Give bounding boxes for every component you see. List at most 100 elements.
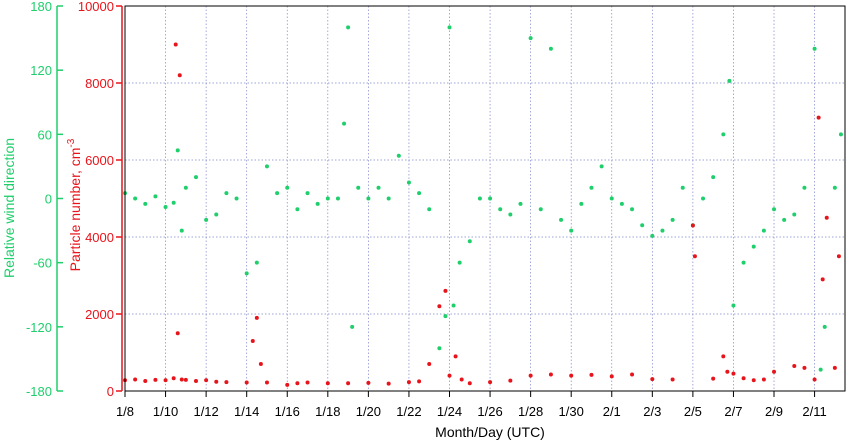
particle-number-point	[177, 73, 182, 78]
particle-number-point	[437, 304, 442, 309]
particle-number-point	[792, 363, 797, 368]
particle-number-point	[508, 378, 513, 383]
particle-number-point	[447, 373, 452, 378]
wind-direction-point	[818, 367, 823, 372]
wind-direction-point	[244, 271, 249, 276]
particle-number-point	[772, 369, 777, 374]
particle-number-point	[832, 365, 837, 370]
left-axis-tick-label: -180	[26, 384, 52, 399]
right-axis-tick-label: 10000	[78, 0, 114, 14]
particle-number-point	[285, 382, 290, 387]
particle-number-point	[133, 377, 138, 382]
wind-direction-point	[396, 153, 401, 158]
wind-direction-point	[832, 185, 837, 190]
particle-number-point	[173, 42, 178, 47]
particle-number-point	[609, 374, 614, 379]
particle-number-point	[325, 381, 330, 386]
particle-number-point	[836, 254, 841, 259]
particle-number-point	[163, 378, 168, 383]
particle-number-point	[366, 380, 371, 385]
wind-direction-point	[812, 46, 817, 51]
particle-number-point	[670, 377, 675, 382]
wind-direction-series	[123, 25, 843, 372]
wind-direction-point	[822, 324, 827, 329]
particle-number-point	[305, 380, 310, 385]
particle-number-point	[453, 354, 458, 359]
wind-direction-point	[417, 191, 422, 196]
wind-direction-point	[315, 201, 320, 206]
particle-number-point	[143, 378, 148, 383]
x-axis-tick-label: 2/11	[802, 404, 826, 419]
wind-direction-point	[518, 201, 523, 206]
wind-direction-point	[179, 228, 184, 233]
particle-number-point	[179, 377, 184, 382]
wind-direction-point	[508, 212, 513, 217]
x-axis-tick-label: 1/14	[234, 404, 259, 419]
right-axis-tick-label: 4000	[85, 230, 114, 245]
left-axis-tick-label: 0	[45, 192, 52, 207]
left-axis-ticks: -180 -120 -60 0 60 120 180	[26, 0, 63, 399]
wind-direction-point	[467, 239, 472, 244]
particle-number-point	[630, 372, 635, 377]
wind-direction-point	[670, 217, 675, 222]
wind-direction-point	[451, 303, 456, 308]
wind-direction-point	[680, 185, 685, 190]
particle-number-point	[711, 376, 716, 381]
wind-direction-point	[447, 25, 452, 30]
wind-direction-point	[175, 148, 180, 153]
particle-number-point	[751, 378, 756, 383]
x-axis-tick-label: 1/20	[356, 404, 381, 419]
wind-direction-point	[183, 185, 188, 190]
right-axis-tick-label: 0	[107, 384, 114, 399]
left-axis-tick-label: 60	[38, 127, 52, 142]
particle-number-point	[153, 377, 158, 382]
particle-number-point	[224, 380, 229, 385]
x-axis-tick-label: 2/1	[603, 404, 621, 419]
particle-number-point	[417, 379, 422, 384]
wind-direction-point	[342, 121, 347, 126]
wind-direction-point	[731, 303, 736, 308]
x-axis-tick-label: 1/18	[315, 404, 340, 419]
particle-number-point	[244, 380, 249, 385]
particle-number-point	[204, 378, 209, 383]
particle-number-point	[741, 376, 746, 381]
wind-direction-point	[599, 164, 604, 169]
wind-direction-point	[285, 185, 290, 190]
particle-number-point	[731, 371, 736, 376]
wind-direction-point	[153, 194, 158, 199]
wind-direction-point	[741, 260, 746, 265]
x-axis-tick-label: 2/5	[684, 404, 702, 419]
wind-direction-point	[356, 185, 361, 190]
x-axis-label: Month/Day (UTC)	[435, 424, 545, 440]
x-axis-tick-label: 2/3	[643, 404, 661, 419]
wind-direction-point	[640, 223, 645, 228]
wind-direction-point	[772, 207, 777, 212]
particle-number-point	[824, 215, 829, 220]
left-axis-label: Relative wind direction	[1, 138, 17, 278]
x-axis-tick-label: 1/8	[116, 404, 134, 419]
left-axis-tick-label: 180	[30, 0, 52, 14]
left-axis-tick-label: -120	[26, 320, 52, 335]
wind-direction-point	[427, 207, 432, 212]
wind-direction-point	[548, 46, 553, 51]
wind-direction-point	[802, 185, 807, 190]
wind-direction-point	[305, 191, 310, 196]
wind-direction-point	[751, 244, 756, 249]
left-axis-tick-label: 120	[30, 63, 52, 78]
wind-direction-point	[528, 36, 533, 41]
wind-direction-point	[275, 191, 280, 196]
particle-number-point	[250, 338, 255, 343]
particle-number-point	[569, 373, 574, 378]
particle-number-point	[258, 362, 263, 367]
wind-direction-point	[589, 185, 594, 190]
wind-direction-point	[569, 228, 574, 233]
x-axis-tick-label: 2/7	[724, 404, 742, 419]
wind-direction-point	[457, 260, 462, 265]
wind-direction-point	[406, 180, 411, 185]
x-axis-tick-label: 1/28	[518, 404, 543, 419]
particle-number-point	[488, 380, 493, 385]
wind-direction-point	[264, 164, 269, 169]
wind-direction-point	[386, 196, 391, 201]
wind-direction-point	[727, 78, 732, 83]
